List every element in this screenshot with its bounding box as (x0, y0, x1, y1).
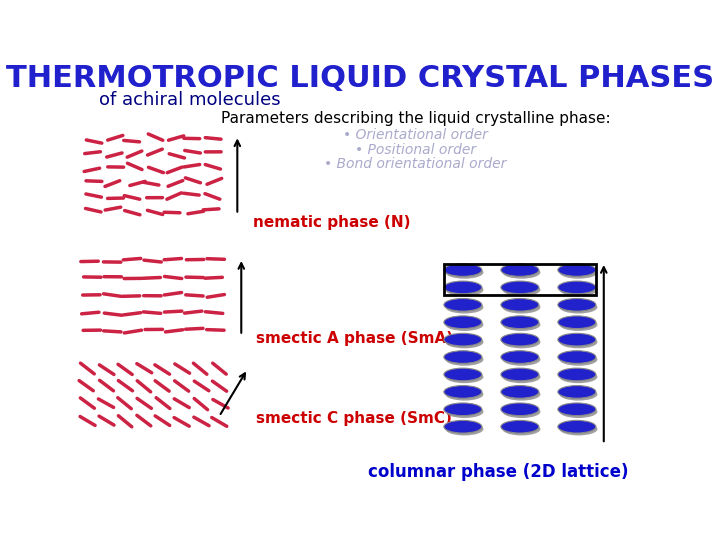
Ellipse shape (559, 388, 598, 401)
Ellipse shape (558, 299, 596, 311)
Ellipse shape (559, 301, 598, 314)
Ellipse shape (446, 266, 483, 279)
Ellipse shape (559, 284, 598, 296)
Ellipse shape (444, 333, 482, 346)
Ellipse shape (444, 403, 482, 416)
Ellipse shape (446, 318, 483, 331)
Text: nematic phase (N): nematic phase (N) (253, 215, 410, 230)
Ellipse shape (444, 281, 482, 294)
Ellipse shape (558, 333, 596, 346)
Ellipse shape (501, 316, 539, 328)
Ellipse shape (558, 281, 596, 294)
Ellipse shape (501, 333, 539, 346)
Ellipse shape (446, 406, 483, 418)
Text: • Positional order: • Positional order (355, 143, 476, 157)
Ellipse shape (501, 386, 539, 398)
Ellipse shape (558, 316, 596, 328)
Ellipse shape (558, 368, 596, 381)
Ellipse shape (501, 403, 539, 416)
Ellipse shape (558, 351, 596, 363)
Ellipse shape (503, 318, 541, 331)
Ellipse shape (558, 264, 596, 276)
Text: columnar phase (2D lattice): columnar phase (2D lattice) (368, 463, 629, 481)
Ellipse shape (559, 353, 598, 366)
Ellipse shape (444, 351, 482, 363)
Ellipse shape (503, 388, 541, 401)
Text: • Orientational order: • Orientational order (343, 129, 488, 143)
Ellipse shape (558, 386, 596, 398)
Ellipse shape (503, 266, 541, 279)
Ellipse shape (446, 284, 483, 296)
Text: THERMOTROPIC LIQUID CRYSTAL PHASES: THERMOTROPIC LIQUID CRYSTAL PHASES (6, 64, 714, 93)
Ellipse shape (446, 301, 483, 314)
Ellipse shape (501, 281, 539, 294)
Text: Parameters describing the liquid crystalline phase:: Parameters describing the liquid crystal… (220, 111, 611, 125)
Ellipse shape (444, 368, 482, 381)
Ellipse shape (559, 266, 598, 279)
Ellipse shape (446, 336, 483, 348)
Ellipse shape (444, 264, 482, 276)
Ellipse shape (559, 318, 598, 331)
Text: of achiral molecules: of achiral molecules (99, 91, 280, 109)
Ellipse shape (501, 264, 539, 276)
Ellipse shape (501, 299, 539, 311)
Ellipse shape (446, 353, 483, 366)
Ellipse shape (503, 336, 541, 348)
Text: smectic A phase (SmA): smectic A phase (SmA) (256, 330, 453, 346)
Text: smectic C phase (SmC): smectic C phase (SmC) (256, 411, 451, 426)
Ellipse shape (503, 301, 541, 314)
Ellipse shape (503, 370, 541, 383)
Ellipse shape (559, 423, 598, 435)
Ellipse shape (446, 370, 483, 383)
Ellipse shape (559, 336, 598, 348)
Ellipse shape (446, 388, 483, 401)
Ellipse shape (444, 420, 482, 433)
Text: • Bond orientational order: • Bond orientational order (324, 157, 507, 171)
Ellipse shape (501, 368, 539, 381)
Ellipse shape (559, 370, 598, 383)
Ellipse shape (503, 284, 541, 296)
Ellipse shape (558, 420, 596, 433)
Ellipse shape (503, 353, 541, 366)
Ellipse shape (446, 423, 483, 435)
Ellipse shape (444, 299, 482, 311)
Ellipse shape (501, 420, 539, 433)
Ellipse shape (444, 316, 482, 328)
Ellipse shape (558, 403, 596, 416)
Ellipse shape (501, 351, 539, 363)
Ellipse shape (503, 406, 541, 418)
Ellipse shape (559, 406, 598, 418)
Ellipse shape (444, 386, 482, 398)
Ellipse shape (503, 423, 541, 435)
Bar (444, 264, 596, 295)
